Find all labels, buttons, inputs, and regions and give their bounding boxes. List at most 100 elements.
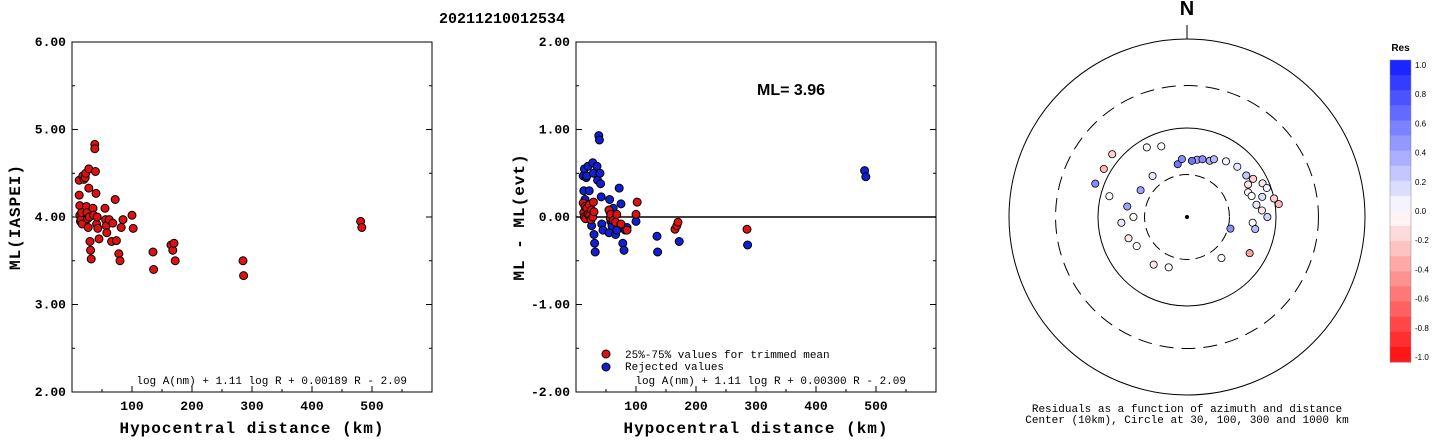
colorbar-segment (1390, 271, 1411, 287)
colorbar-title: Res (1391, 43, 1410, 54)
station-point (1099, 164, 1108, 173)
colorbar-tick-label: 0.2 (1415, 178, 1427, 187)
data-point (622, 225, 632, 235)
station-point (1262, 183, 1271, 192)
y-tick-label: 6.00 (35, 35, 66, 50)
circle-300km (1055, 85, 1319, 349)
data-point (110, 195, 120, 204)
y-tick-label: -1.00 (531, 298, 570, 313)
station-point (1263, 212, 1272, 221)
data-point (631, 209, 641, 219)
colorbar-tick-label: 0.4 (1415, 149, 1427, 158)
data-point (116, 223, 126, 232)
colorbar-segment (1390, 90, 1411, 106)
data-point (90, 167, 100, 176)
event-title: 20211210012534 (439, 11, 565, 28)
station-point (1249, 174, 1258, 183)
colorbar-segment (1390, 286, 1411, 303)
station-point (1173, 160, 1182, 169)
data-point (127, 210, 137, 220)
residual-vs-distance-plot: 100 200 300 400 500 -2.00 -1.00 0.00 1.00 2.00 Hyp… (511, 35, 937, 438)
data-point (86, 245, 96, 255)
data-point (653, 247, 663, 257)
data-point (74, 190, 84, 200)
colorbar-tick-label: -0.6 (1415, 295, 1429, 304)
station-point (1136, 186, 1145, 195)
formula-text: log A(nm) + 1.11 log R + 0.00189 R - 2.0… (136, 376, 407, 388)
colorbar-segment (1390, 105, 1411, 121)
data-point (239, 271, 249, 281)
data-point (589, 230, 599, 239)
colorbar-segment (1390, 180, 1411, 197)
colorbar-segment (1390, 75, 1411, 91)
data-point (148, 247, 158, 257)
station-point (1244, 180, 1253, 189)
colorbar-segment (1390, 135, 1411, 152)
data-point (83, 223, 93, 232)
colorbar-segment (1390, 331, 1411, 348)
data-point (590, 247, 600, 257)
data-point (595, 168, 605, 178)
data-point (85, 237, 95, 246)
x-tick-label: 300 (240, 399, 264, 414)
colorbar-segment (1390, 301, 1411, 318)
station-point (1157, 142, 1166, 151)
colorbar-tick-label: -1.0 (1415, 353, 1429, 362)
data-point (614, 183, 624, 193)
data-point (102, 228, 112, 238)
azimuth-residual-polar-plot: N Residuals as a function of azimuth and … (1008, 0, 1366, 427)
data-point (238, 256, 248, 266)
data-point (100, 203, 110, 213)
station-point (1149, 260, 1158, 269)
colorbar-segment (1390, 195, 1411, 212)
station-point (1247, 192, 1256, 201)
colorbar-segment (1390, 60, 1411, 76)
station-point (1105, 192, 1114, 201)
data-point (742, 224, 752, 234)
x-tick-label: 200 (684, 399, 708, 414)
station-point (1108, 150, 1117, 159)
colorbar-tick-label: -0.8 (1415, 324, 1429, 333)
data-point (616, 219, 626, 229)
colorbar-tick-label: -0.2 (1415, 236, 1429, 245)
caption-line-2: Center (10km), Circle at 30, 100, 300 an… (1025, 415, 1349, 427)
y-axis-label: ML(IASPEI) (7, 164, 25, 270)
station-point (1132, 242, 1141, 251)
x-tick-label: 200 (180, 399, 204, 414)
station-point (1258, 192, 1267, 201)
station-point (1217, 254, 1226, 263)
data-point (94, 234, 104, 244)
x-tick-label: 300 (744, 399, 768, 414)
station-point (1226, 224, 1235, 233)
colorbar-tick-label: -0.4 (1415, 265, 1429, 274)
data-point (90, 144, 100, 154)
colorbar-segment (1390, 316, 1411, 333)
station-point (1252, 200, 1261, 209)
colorbar-segment (1390, 165, 1411, 182)
data-point (616, 199, 626, 209)
data-point (92, 212, 102, 222)
x-tick-label: 400 (804, 399, 828, 414)
y-tick-label: 5.00 (35, 123, 66, 138)
data-point (612, 209, 622, 219)
x-tick-label: 400 (300, 399, 324, 414)
station-point (1142, 143, 1151, 152)
station-point (1257, 206, 1266, 215)
station-point (1245, 249, 1254, 258)
data-point (111, 236, 121, 246)
colorbar-tick-label: 1.0 (1415, 61, 1427, 70)
magnitude-vs-distance-plot: 100 200 300 400 500 2.00 3.00 4.00 5.00 6.00 Hypoc… (7, 35, 433, 438)
station-point (1274, 200, 1283, 209)
legend-text-rejected: Rejected values (625, 362, 724, 374)
station-point (1164, 263, 1173, 272)
colorbar-segment (1390, 226, 1411, 242)
station-point (1148, 171, 1157, 180)
colorbar-segment (1390, 120, 1411, 136)
y-tick-label: 4.00 (35, 210, 66, 225)
data-point (861, 172, 871, 182)
legend-marker-rejected (601, 362, 611, 372)
data-point (619, 245, 629, 255)
x-tick-label: 100 (120, 399, 144, 414)
circle-100km (1097, 127, 1277, 307)
